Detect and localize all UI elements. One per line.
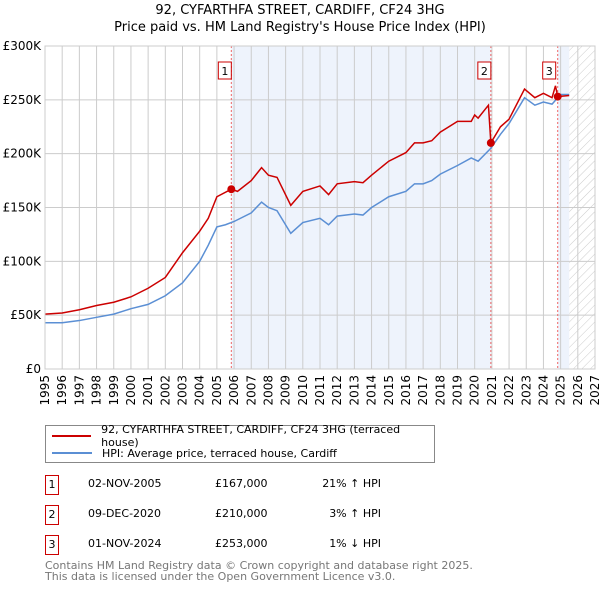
sale-price: £253,000 [215, 537, 268, 550]
x-tick-label: 2007 [244, 375, 258, 406]
sale-number-badge: 2 [45, 505, 59, 525]
footer-line: This data is licensed under the Open Gov… [45, 570, 396, 583]
x-tick-label: 2012 [330, 375, 344, 406]
x-tick-label: 1998 [90, 375, 104, 406]
y-tick-label: £300K [3, 39, 43, 53]
sale-row: 1 02-NOV-2005 £167,000 21% ↑ HPI [45, 475, 445, 495]
x-tick-label: 2018 [433, 375, 447, 406]
x-tick-label: 2009 [279, 375, 293, 406]
sale-date: 02-NOV-2005 [88, 477, 162, 490]
x-tick-label: 2010 [296, 375, 310, 406]
red-line-swatch [52, 435, 92, 437]
x-tick-label: 2014 [365, 375, 379, 406]
x-tick-label: 2017 [416, 375, 430, 406]
sale-hpi-diff: 1% ↓ HPI [329, 537, 381, 550]
sale-number-badge: 1 [45, 475, 59, 495]
x-tick-label: 2005 [210, 375, 224, 406]
x-tick-label: 2025 [554, 375, 568, 406]
sale-label-box [477, 61, 492, 80]
x-tick-label: 1997 [72, 375, 86, 406]
x-tick-label: 2013 [347, 375, 361, 406]
hpi-line [45, 93, 570, 324]
y-tick-label: £0 [26, 362, 41, 376]
y-tick-label: £200K [3, 147, 43, 161]
chart-title: 92, CYFARTHFA STREET, CARDIFF, CF24 3HG [155, 3, 445, 18]
sale-row: 2 09-DEC-2020 £210,000 3% ↑ HPI [45, 505, 445, 525]
y-tick-label: £250K [3, 93, 43, 107]
legend-label: HPI: Average price, terraced house, Card… [102, 446, 337, 460]
x-tick-label: 2027 [588, 375, 600, 406]
sale-label-box [217, 61, 232, 80]
sale-price: £210,000 [215, 507, 268, 520]
sale-hpi-diff: 21% ↑ HPI [322, 477, 381, 490]
sale-number-badge: 3 [45, 535, 59, 555]
x-tick-label: 2011 [313, 375, 327, 406]
x-tick-label: 2020 [468, 375, 482, 406]
y-tick-label: £150K [3, 201, 43, 215]
x-tick-label: 2006 [227, 375, 241, 406]
x-tick-label: 2016 [399, 375, 413, 406]
x-tick-label: 2015 [382, 375, 396, 406]
sale-hpi-diff: 3% ↑ HPI [329, 507, 381, 520]
price-chart: 1995 1996 1997 1998 1999 2000 2001 2002 2003 2004… [3, 39, 600, 406]
legend: 92, CYFARTHFA STREET, CARDIFF, CF24 3HG … [45, 423, 435, 463]
sale-price: £167,000 [215, 477, 268, 490]
footer: Contains HM Land Registry data © Crown c… [45, 560, 473, 582]
x-tick-label: 1996 [55, 375, 69, 406]
sale-point[interactable] [553, 92, 562, 101]
y-tick-label: £50K [10, 308, 42, 322]
sale-point[interactable] [227, 185, 236, 194]
sale-label: 1 [221, 65, 228, 78]
x-tick-label: 2008 [261, 375, 275, 406]
x-tick-label: 2004 [193, 375, 207, 406]
chart-subtitle: Price paid vs. HM Land Registry's House … [114, 20, 486, 35]
x-tick-label: 2003 [176, 375, 190, 406]
x-tick-label: 2024 [536, 375, 550, 406]
x-tick-label: 2023 [519, 375, 533, 406]
x-tick-label: 2000 [124, 375, 138, 406]
sale-label: 3 [546, 65, 553, 78]
legend-label: 92, CYFARTHFA STREET, CARDIFF, CF24 3HG … [101, 423, 401, 449]
plot-frame [44, 45, 596, 370]
sale-label: 2 [481, 65, 488, 78]
x-tick-label: 1995 [38, 375, 52, 406]
x-tick-label: 2026 [571, 375, 585, 406]
x-tick-label: 2001 [141, 375, 155, 406]
x-tick-label: 1999 [107, 375, 121, 406]
sale-point[interactable] [486, 138, 495, 147]
x-tick-label: 2019 [451, 375, 465, 406]
footer-line: Contains HM Land Registry data © Crown c… [45, 559, 473, 572]
x-tick-label: 2021 [485, 375, 499, 406]
blue-line-swatch [52, 452, 92, 454]
x-tick-label: 2022 [502, 375, 516, 406]
sale-date: 01-NOV-2024 [88, 537, 162, 550]
legend-item-hpi: HPI: Average price, terraced house, Card… [46, 445, 337, 461]
sale-date: 09-DEC-2020 [88, 507, 162, 520]
x-tick-label: 2002 [158, 375, 172, 406]
sale-row: 3 01-NOV-2024 £253,000 1% ↓ HPI [45, 535, 445, 555]
price-paid-line [44, 85, 570, 315]
sale-label-box [542, 61, 557, 80]
legend-item-property: 92, CYFARTHFA STREET, CARDIFF, CF24 3HG … [46, 423, 434, 449]
y-tick-label: £100K [3, 254, 43, 268]
